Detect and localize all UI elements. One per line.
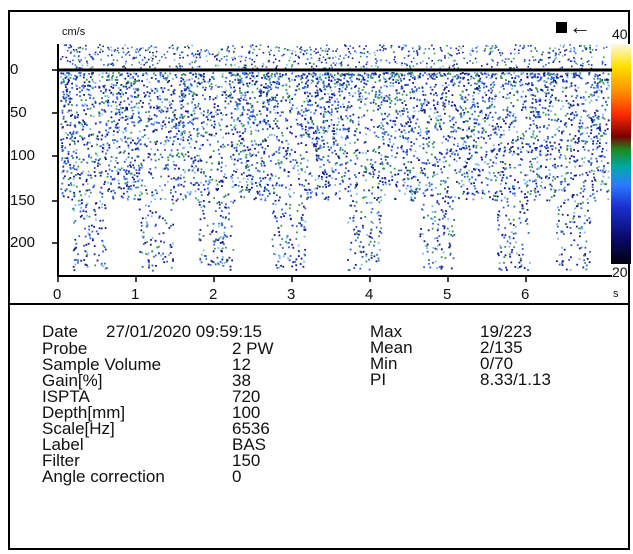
arrow-left-icon[interactable]: ←: [569, 14, 591, 39]
velocity-tick-label: 50: [10, 104, 27, 121]
parameter-label: Depth[mm]: [42, 403, 126, 422]
time-tick-label: 5: [443, 286, 452, 303]
parameter-label: Sample Volume: [42, 355, 162, 374]
spectral-speckle-field: [60, 44, 610, 272]
statistic-value: 2/135: [480, 338, 523, 357]
parameter-row: Angle correction 0: [42, 467, 274, 486]
velocity-statistics: Max 19/223 Mean 2/135 Min 0/70 PI 8.33/1.13: [370, 322, 551, 389]
parameter-value: 100: [232, 403, 261, 422]
statistic-row: PI 8.33/1.13: [370, 370, 551, 389]
velocity-ticks: [52, 69, 58, 244]
parameter-value: 150: [232, 451, 261, 470]
acquisition-parameters: Probe 2 PW Sample Volume 12 Gain[%] 38 ISPTA 72…: [42, 339, 274, 486]
color-scale-bar: [611, 44, 631, 264]
parameter-label: Label: [42, 435, 84, 454]
time-tick-label: 2: [209, 286, 218, 303]
parameter-label: Scale[Hz]: [42, 419, 115, 438]
parameter-row: Label BAS: [42, 435, 274, 454]
parameter-value: 38: [232, 371, 251, 390]
velocity-tick-label: 0: [10, 61, 19, 78]
parameter-value: 12: [232, 355, 251, 374]
statistic-row: Min 0/70: [370, 354, 551, 373]
velocity-tick-label: 200: [10, 234, 36, 251]
parameter-label: Filter: [42, 451, 80, 470]
statistic-label: PI: [370, 370, 387, 389]
panel-divider: [8, 303, 630, 305]
statistic-label: Max: [370, 322, 403, 341]
time-tick-label: 6: [521, 286, 530, 303]
colorbar-top-label: 40: [612, 26, 628, 42]
velocity-unit-label: cm/s: [62, 26, 86, 38]
parameter-value: 6536: [232, 419, 270, 438]
stop-square-icon[interactable]: [556, 22, 567, 33]
parameter-label: Gain[%]: [42, 371, 103, 390]
statistic-value: 19/223: [480, 322, 532, 341]
velocity-tick-label: 100: [10, 147, 36, 164]
colorbar-bottom-label: 20: [612, 264, 628, 280]
velocity-tick-label: 150: [10, 192, 36, 209]
time-tick-label: 3: [287, 286, 296, 303]
time-tick-label: 4: [365, 286, 374, 303]
statistic-value: 8.33/1.13: [480, 370, 551, 389]
parameter-row: Depth[mm] 100: [42, 403, 274, 422]
statistic-label: Min: [370, 354, 398, 373]
parameter-value: 0: [232, 467, 242, 486]
parameter-row: Gain[%] 38: [42, 371, 274, 390]
parameter-row: Filter 150: [42, 451, 274, 470]
parameter-label: ISPTA: [42, 387, 90, 406]
parameter-value: 2 PW: [232, 339, 274, 358]
parameter-row: Scale[Hz] 6536: [42, 419, 274, 438]
time-tick-label: 1: [131, 286, 140, 303]
date-label: Date: [42, 322, 78, 341]
statistic-value: 0/70: [480, 354, 514, 373]
parameter-row: Probe 2 PW: [42, 339, 274, 358]
statistic-row: Max 19/223: [370, 322, 551, 341]
time-tick-label: 0: [53, 286, 62, 303]
parameter-row: ISPTA 720: [42, 387, 274, 406]
parameter-value: BAS: [232, 435, 267, 454]
statistic-row: Mean 2/135: [370, 338, 551, 357]
doppler-spectrum: [52, 44, 612, 282]
statistic-label: Mean: [370, 338, 413, 357]
time-ticks: [57, 276, 527, 282]
parameter-row: Sample Volume 12: [42, 355, 274, 374]
time-unit-label: s: [613, 288, 619, 300]
parameter-label: Probe: [42, 339, 88, 358]
date-value: 27/01/2020 09:59:15: [106, 322, 262, 341]
parameter-value: 720: [232, 387, 261, 406]
parameter-label: Angle correction: [42, 467, 165, 486]
